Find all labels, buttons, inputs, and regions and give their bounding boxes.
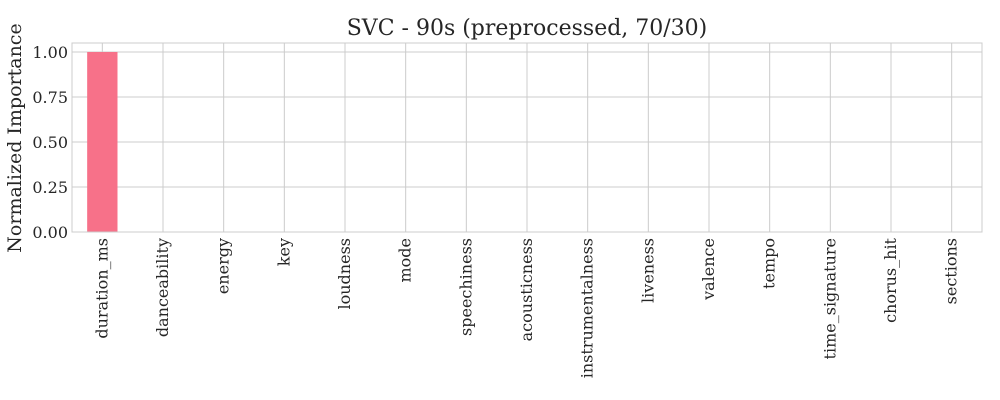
x-tick-label-mode: mode	[396, 238, 415, 283]
x-tick-label-time_signature: time_signature	[820, 238, 839, 359]
x-tick-label-liveness: liveness	[638, 238, 657, 303]
x-tick-label-danceability: danceability	[153, 238, 172, 337]
y-tick-label: 1.00	[32, 43, 68, 62]
x-tick-label-key: key	[274, 238, 293, 266]
y-tick-label: 0.25	[32, 178, 68, 197]
x-tick-label-acousticness: acousticness	[517, 238, 536, 341]
bar-duration_ms	[87, 52, 118, 232]
x-tick-label-duration_ms: duration_ms	[92, 238, 111, 339]
x-tick-label-chorus_hit: chorus_hit	[881, 237, 900, 322]
x-tick-label-speechiness: speechiness	[456, 238, 475, 336]
x-tick-label-tempo: tempo	[760, 238, 779, 289]
x-tick-label-loudness: loudness	[335, 238, 354, 310]
x-tick-label-energy: energy	[214, 238, 233, 294]
grid-layer	[72, 43, 982, 233]
bars-layer	[87, 52, 118, 232]
x-tick-labels: duration_ms danceability energy key loudness…	[92, 237, 960, 378]
x-tick-label-instrumentalness: instrumentalness	[578, 238, 597, 378]
y-tick-label: 0.50	[32, 133, 68, 152]
y-axis-label: Normalized Importance	[4, 23, 26, 252]
x-tick-label-sections: sections	[942, 238, 961, 304]
y-tick-label: 0.00	[32, 223, 68, 242]
y-tick-labels: 0.00 0.25 0.50 0.75 1.00	[32, 43, 68, 242]
y-tick-label: 0.75	[32, 88, 68, 107]
chart-title: SVC - 90s (preprocessed, 70/30)	[347, 16, 708, 41]
plot-frame	[71, 42, 983, 233]
x-tick-label-valence: valence	[699, 238, 718, 301]
